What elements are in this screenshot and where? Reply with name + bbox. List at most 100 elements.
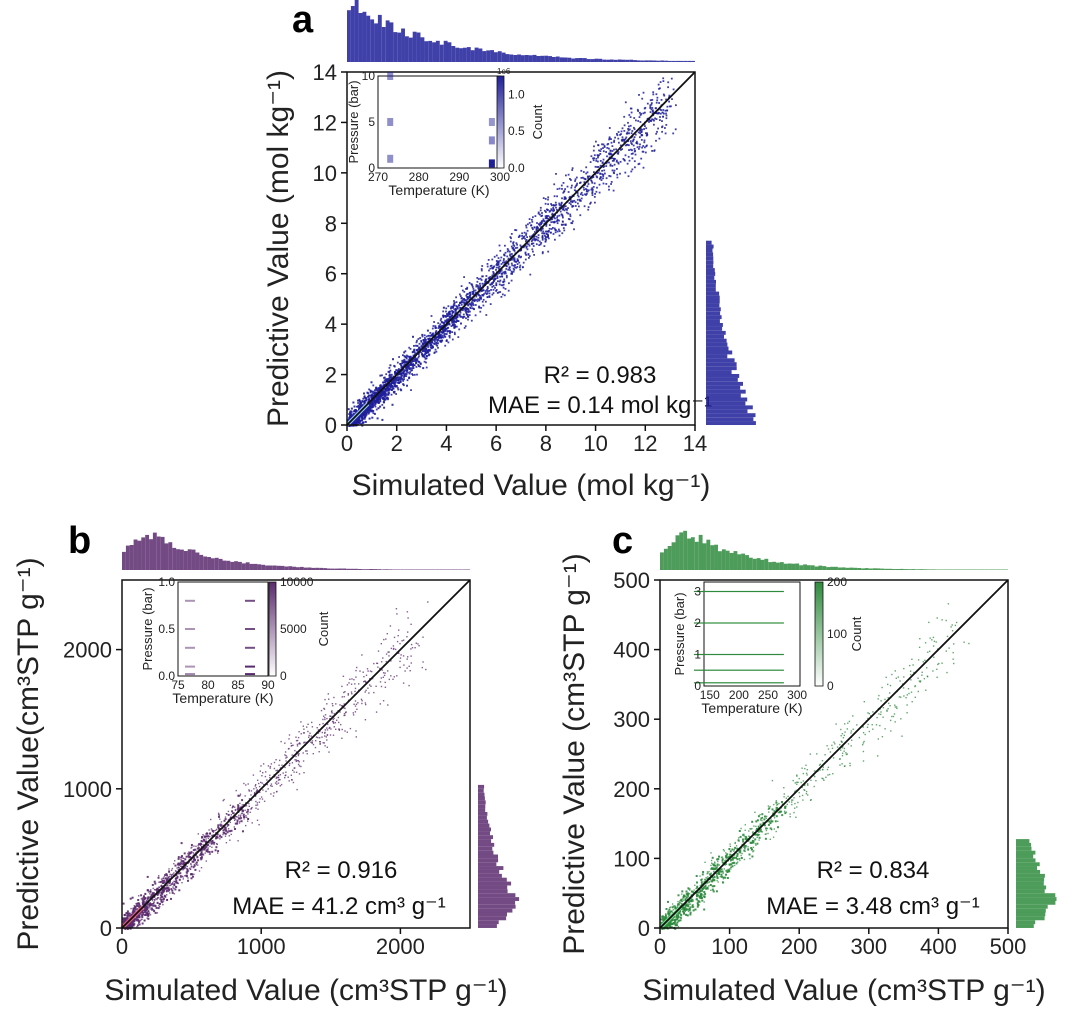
data-point [353,413,356,416]
data-point [278,764,280,766]
data-point [605,162,608,165]
data-point [425,347,427,350]
data-point [349,412,352,415]
data-point [473,298,476,301]
data-point [567,191,570,193]
data-point [404,670,406,672]
data-point [400,377,403,380]
data-point [153,880,156,883]
data-point [626,162,629,165]
data-point [561,188,563,190]
data-point [562,182,565,184]
data-point [125,912,127,914]
data-point [317,736,319,739]
data-point [279,785,281,787]
top-histogram-bar [401,28,405,62]
data-point [455,316,458,318]
data-point [505,260,508,263]
data-point [328,698,330,700]
data-point [150,893,153,896]
data-point [469,307,472,310]
data-point [354,683,356,685]
data-point [643,107,646,110]
data-point [350,691,353,693]
data-point [284,777,286,779]
data-point [373,662,375,665]
data-point [383,399,386,402]
data-point [651,118,653,121]
data-point [339,704,341,706]
data-point [469,303,472,306]
data-point [250,799,253,801]
data-point [180,875,182,877]
data-point [172,873,174,875]
data-point [195,855,197,857]
data-point [145,901,147,903]
data-point [484,292,487,294]
data-point [369,394,372,397]
top-histogram-bar [606,59,610,62]
data-point [172,881,174,884]
data-point [384,672,386,674]
data-point [565,197,567,200]
top-histogram-bar [122,551,126,570]
data-point [392,379,395,382]
data-point [537,236,540,239]
data-point [439,323,442,326]
data-point [380,661,383,663]
data-point [468,294,471,297]
data-point [181,863,184,866]
data-point [594,201,596,204]
data-point [190,877,193,880]
data-point [517,255,520,258]
data-point [636,108,639,111]
data-point [439,319,442,322]
data-point [421,343,424,346]
data-point [244,795,246,797]
data-point [276,769,279,771]
top-histogram-bar [261,564,266,570]
data-point [324,698,326,701]
right-histogram-bar [706,287,716,292]
data-point [198,848,200,850]
data-point [511,253,513,255]
data-point [605,183,608,185]
data-point [267,788,269,790]
data-point [375,711,378,713]
data-point [655,112,657,114]
data-point [194,852,197,854]
data-point [667,86,669,89]
data-point [151,903,154,905]
data-point [661,120,663,122]
data-point [190,847,192,849]
data-point [448,335,451,337]
data-point [655,132,658,135]
data-point [495,284,498,287]
right-histogram-bar [706,374,740,378]
data-point [223,828,226,831]
data-point [427,338,430,340]
data-point [385,383,387,385]
data-point [319,730,321,733]
data-point [453,300,455,302]
data-point [564,205,567,208]
data-point [440,331,442,334]
data-point [399,657,402,659]
data-point [372,392,374,395]
data-point [562,216,564,219]
top-histogram-bar [459,48,463,62]
right-histogram-bar [706,409,748,414]
data-point [569,195,571,198]
data-point [389,625,392,627]
data-point [192,852,194,854]
data-point [311,721,313,724]
data-point [371,404,374,407]
data-point [512,257,515,260]
data-point [655,93,658,96]
data-point [492,292,495,294]
top-histogram-bar [288,566,293,570]
data-point [383,638,385,641]
data-point [500,296,503,298]
data-point [343,691,345,694]
data-point [217,850,220,853]
